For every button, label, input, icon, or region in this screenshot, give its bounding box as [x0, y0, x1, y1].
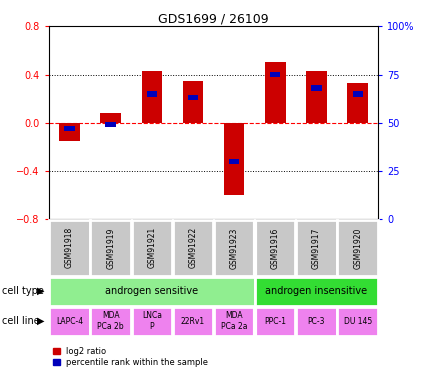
Text: MDA
PCa 2a: MDA PCa 2a — [221, 312, 247, 331]
Bar — [229, 159, 239, 164]
Bar — [147, 91, 157, 96]
Text: cell type: cell type — [2, 286, 44, 296]
Text: GSM91917: GSM91917 — [312, 227, 321, 268]
Text: ▶: ▶ — [37, 286, 44, 296]
Text: MDA
PCa 2b: MDA PCa 2b — [97, 312, 124, 331]
FancyBboxPatch shape — [173, 220, 213, 276]
FancyBboxPatch shape — [255, 277, 378, 306]
FancyBboxPatch shape — [255, 220, 295, 276]
Text: DU 145: DU 145 — [343, 316, 372, 326]
FancyBboxPatch shape — [214, 307, 254, 336]
Bar — [59, 123, 80, 141]
FancyBboxPatch shape — [173, 307, 213, 336]
FancyBboxPatch shape — [91, 307, 131, 336]
Text: GSM91921: GSM91921 — [147, 227, 156, 268]
Bar — [100, 113, 121, 123]
Title: GDS1699 / 26109: GDS1699 / 26109 — [158, 12, 269, 25]
Text: GSM91919: GSM91919 — [106, 227, 115, 268]
Bar — [188, 95, 198, 100]
Bar — [105, 122, 116, 128]
FancyBboxPatch shape — [296, 307, 337, 336]
FancyBboxPatch shape — [337, 307, 378, 336]
Bar — [312, 86, 322, 91]
Bar — [224, 123, 244, 195]
Text: LAPC-4: LAPC-4 — [56, 316, 83, 326]
FancyBboxPatch shape — [255, 307, 295, 336]
Text: 22Rv1: 22Rv1 — [181, 316, 205, 326]
FancyBboxPatch shape — [49, 307, 90, 336]
Bar — [306, 71, 327, 123]
Text: GSM91923: GSM91923 — [230, 227, 239, 268]
Text: GSM91918: GSM91918 — [65, 227, 74, 268]
Bar — [265, 63, 286, 123]
FancyBboxPatch shape — [132, 307, 172, 336]
FancyBboxPatch shape — [132, 220, 172, 276]
FancyBboxPatch shape — [91, 220, 131, 276]
Legend: log2 ratio, percentile rank within the sample: log2 ratio, percentile rank within the s… — [53, 346, 208, 367]
FancyBboxPatch shape — [49, 220, 90, 276]
Text: androgen insensitive: androgen insensitive — [266, 286, 368, 296]
Bar — [352, 91, 363, 96]
Text: GSM91916: GSM91916 — [271, 227, 280, 268]
FancyBboxPatch shape — [337, 220, 378, 276]
Bar — [183, 81, 203, 123]
Bar — [142, 71, 162, 123]
FancyBboxPatch shape — [296, 220, 337, 276]
Text: androgen sensitive: androgen sensitive — [105, 286, 198, 296]
Text: GSM91922: GSM91922 — [188, 227, 198, 268]
Text: PC-3: PC-3 — [308, 316, 325, 326]
Text: cell line: cell line — [2, 316, 40, 326]
FancyBboxPatch shape — [49, 277, 255, 306]
FancyBboxPatch shape — [214, 220, 254, 276]
Text: PPC-1: PPC-1 — [264, 316, 286, 326]
Text: LNCa
P: LNCa P — [142, 312, 162, 331]
Bar — [270, 72, 280, 77]
Bar — [347, 83, 368, 123]
Bar — [64, 126, 75, 131]
Text: ▶: ▶ — [37, 316, 44, 326]
Text: GSM91920: GSM91920 — [353, 227, 362, 268]
